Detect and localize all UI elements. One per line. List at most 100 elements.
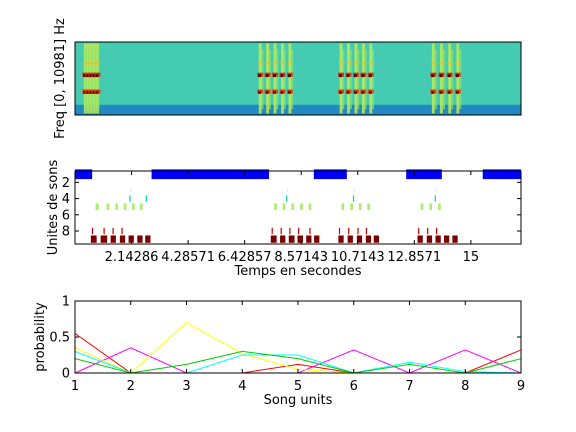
call-harmonic	[346, 62, 351, 65]
unit-9-mark	[128, 235, 134, 243]
unit-9-mark	[338, 235, 344, 243]
x-tick-label: 6	[350, 379, 358, 394]
call-harmonic	[447, 90, 451, 94]
x-tick-label: 2	[127, 379, 135, 394]
call-harmonic	[258, 62, 263, 65]
unit-4-mark	[434, 195, 436, 202]
call-harmonic	[89, 74, 93, 78]
unit-5-mark	[123, 203, 127, 210]
call-harmonic	[86, 62, 91, 65]
call-harmonic	[455, 62, 460, 65]
unit-sequence-xlabel: Temps en secondes	[233, 264, 361, 279]
unit-3-mark	[353, 188, 355, 193]
unit-8-mark	[112, 227, 114, 235]
unit-8-mark	[298, 227, 300, 235]
call-harmonic	[353, 74, 357, 78]
call-harmonic	[89, 62, 94, 65]
unit-3-mark	[130, 188, 132, 193]
call-harmonic	[89, 90, 93, 94]
burst-stripe	[431, 43, 435, 114]
unit-5-mark	[106, 203, 110, 210]
call-harmonic	[92, 62, 97, 65]
burst-stripe	[364, 49, 367, 110]
unit-sequence-panel: 2.14286 4.28571 6.42857 8.57143 10.7143 12.85…	[46, 160, 522, 279]
unit-5-mark	[438, 203, 441, 210]
call-harmonic	[339, 74, 343, 78]
call-harmonic	[339, 62, 344, 65]
burst-stripe	[354, 43, 358, 114]
x-tick-label: 1	[71, 379, 79, 394]
unit-sequence-ylabel: Unites de sons	[46, 160, 61, 256]
unit-5-mark	[274, 203, 277, 210]
unit-4-mark	[145, 195, 147, 202]
call-harmonic	[265, 74, 269, 78]
unit-9-mark	[137, 235, 143, 243]
burst-stripe	[281, 43, 284, 114]
call-harmonic	[368, 90, 372, 94]
unit-8-mark	[103, 227, 105, 235]
burst-stripe	[85, 49, 88, 110]
call-harmonic	[431, 74, 435, 78]
burst-stripe	[291, 49, 294, 110]
burst-stripe	[372, 49, 375, 110]
unit-9-mark	[373, 235, 380, 243]
unit-8-mark	[348, 227, 350, 235]
call-harmonic	[280, 74, 284, 78]
unit-9-mark	[417, 235, 423, 243]
burst-stripe	[94, 49, 97, 110]
unit-8-mark	[309, 227, 311, 235]
call-harmonic	[265, 62, 270, 65]
unit-9-mark	[145, 235, 151, 243]
call-harmonic	[92, 90, 96, 94]
burst-stripe	[369, 43, 373, 114]
call-harmonic	[287, 90, 291, 94]
unit-sequence-axes: 2.14286 4.28571 6.42857 8.57143 10.7143 12.85…	[62, 171, 521, 265]
call-harmonic	[95, 62, 100, 65]
unit-8-mark	[427, 227, 429, 235]
unit-sequence-marks	[75, 169, 521, 243]
unit-9-mark	[443, 235, 450, 243]
burst-stripe	[88, 49, 91, 110]
call-harmonic	[455, 90, 459, 94]
unit-8-mark	[338, 227, 341, 235]
unit-9-mark	[270, 235, 277, 243]
x-tick-label: 2.14286	[105, 250, 159, 265]
burst-stripe	[459, 49, 462, 110]
call-harmonic	[361, 74, 365, 78]
unit-5-mark	[367, 203, 371, 210]
probability-series-line	[74, 350, 522, 374]
call-harmonic	[439, 74, 443, 78]
burst-stripe	[258, 43, 262, 114]
spectrogram-marks	[75, 43, 521, 115]
x-tick-label: 7	[405, 379, 413, 394]
call-harmonic	[258, 90, 262, 94]
x-tick-label: 8.57143	[274, 250, 328, 265]
unit-5-mark	[429, 203, 433, 210]
unit-4-mark	[352, 195, 355, 202]
unit-5-mark	[420, 203, 424, 210]
unit-5-mark	[308, 203, 312, 210]
unit-9-mark	[297, 235, 304, 243]
probability-axes: 1 2 3 4 5 6 7 8 9 0 0.5 1	[49, 295, 525, 395]
burst-stripe	[349, 49, 352, 110]
unit-8-mark	[418, 227, 420, 235]
unit-9-mark	[347, 235, 353, 243]
call-harmonic	[95, 74, 99, 78]
call-harmonic	[339, 90, 343, 94]
burst-stripe	[276, 49, 279, 110]
unit-5-mark	[350, 203, 353, 210]
unit-1-mark	[313, 169, 347, 180]
unit-3-mark	[435, 188, 437, 193]
call-harmonic	[439, 90, 443, 94]
burst-stripe	[268, 49, 271, 110]
call-harmonic	[368, 74, 372, 78]
burst-stripe	[283, 49, 286, 110]
burst-stripe	[451, 49, 454, 110]
x-tick-label: 3	[182, 379, 190, 394]
unit-5-mark	[139, 203, 143, 210]
call-harmonic	[287, 74, 291, 78]
y-tick-label: 6	[62, 208, 70, 223]
spectrogram-panel: Freq [0, 10981] Hz	[53, 18, 522, 139]
